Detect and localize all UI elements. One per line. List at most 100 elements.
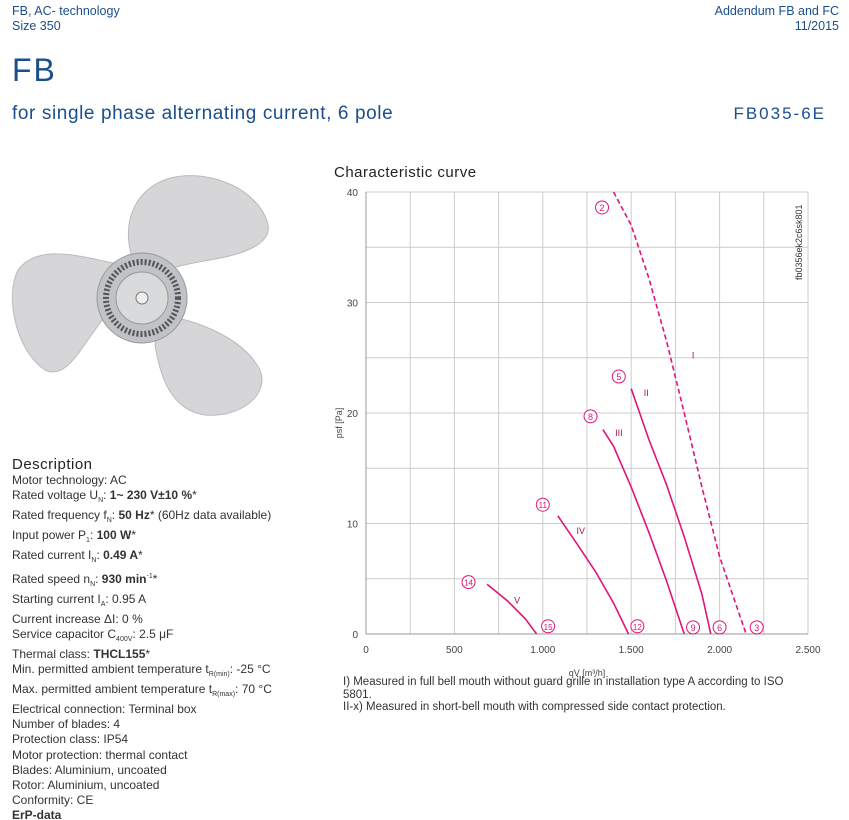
y-tick-label: 10 [347,520,359,531]
description-item: Blades: Aluminium, uncoated [12,763,320,778]
characteristic-curve-chart: 0 500 1.000 1.500 2.000 2.500 0 10 20 30 40 qV [m³/… [334,188,821,678]
y-tick-label: 30 [347,299,359,310]
item-post: * [145,646,151,661]
item-bold: 930 min [101,571,147,586]
y-tick-label: 20 [347,409,359,420]
item-sub: N [98,497,104,505]
item-sub: R(max) [212,691,236,699]
item-sub: N [91,557,97,565]
operating-point-marker [535,497,550,512]
item-sub: A [100,600,106,608]
description-item: Motor technology: AC [12,473,320,488]
x-tick-label: 2.000 [707,645,732,656]
description-item: Starting current IA: 0.95 A [12,592,320,612]
item-pre: Current increase ΔI: 0 % [12,611,143,626]
item-mid: : -25 °C [229,662,271,677]
description-item: Max. permitted ambient temperature tR(ma… [12,682,320,702]
item-mid: : [89,528,97,543]
chart-title: Characteristic curve [334,164,477,181]
operating-point-number: 12 [633,623,642,632]
curve-label: IV [577,526,586,536]
item-pre: Rated voltage U [12,488,99,503]
x-tick-label: 1.500 [619,645,644,656]
description-item: Rated frequency fN: 50 Hz* (60Hz data av… [12,508,320,528]
curve-II [630,388,712,635]
item-bold: 0.49 A [103,548,139,563]
description-item: Rated speed nN: 930 min-1* [12,569,320,592]
operating-point-marker [630,619,645,634]
description-item: ErP-data [12,808,320,820]
item-mid: : 70 °C [235,682,272,697]
item-pre: Rated current I [12,548,92,563]
operating-point-marker [461,575,476,590]
curve-V [486,583,538,635]
item-mid: : [103,488,110,503]
item-bold: ErP-data [12,807,62,820]
description-item: Current increase ΔI: 0 % [12,612,320,627]
operating-point-number: 6 [717,623,722,633]
y-tick-label: 40 [347,188,359,199]
curve-label: II [644,388,649,398]
item-bold: 50 Hz [118,508,150,523]
curve-label: III [615,428,623,438]
description-item: Protection class: IP54 [12,732,320,747]
item-pre: Starting current I [12,591,101,606]
item-pre: Electrical connection: Terminal box [12,702,197,717]
item-pre: Min. permitted ambient temperature t [12,662,209,677]
note-1: I) Measured in full bell mouth without g… [343,676,784,701]
operating-point-marker [595,200,610,215]
curve-label: V [514,596,520,606]
description-item: Thermal class: THCL155* [12,647,320,662]
operating-point-marker [749,620,764,635]
fan-product-image [11,175,269,416]
description-item: Number of blades: 4 [12,717,320,732]
document-date: 11/2015 [794,19,839,33]
description-item: Input power P1: 100 W* [12,528,320,548]
item-mid: : 2.5 μF [132,626,174,641]
operating-point-number: 5 [616,372,621,382]
item-sub: 400V [116,635,133,643]
description-item: Conformity: CE [12,793,320,808]
operating-point-number: 15 [544,623,553,632]
header-right: Addendum FB and FC 11/2015 [715,4,839,34]
operating-point-marker [541,619,556,634]
note-2: II-x) Measured in short-bell mouth with … [343,701,726,713]
operating-point-number: 14 [464,579,473,588]
item-sub: N [106,517,112,525]
item-pre: Motor protection: thermal contact [12,747,188,762]
item-pre: Protection class: IP54 [12,732,129,747]
operating-point-number: 2 [600,203,605,213]
description-item: Min. permitted ambient temperature tR(mi… [12,662,320,682]
description-item: Motor protection: thermal contact [12,748,320,763]
item-sub: N [90,580,96,588]
item-sub: 1 [86,537,90,545]
operating-point-number: 3 [754,623,759,633]
x-tick-label: 500 [446,645,463,656]
page-subtitle: for single phase alternating current, 6 … [12,103,394,124]
operating-point-marker [686,620,701,635]
y-tick-label: 0 [352,630,358,641]
description-item: Rotor: Aluminium, uncoated [12,778,320,793]
item-post: * [131,528,136,543]
item-sup: -1 [146,572,153,580]
item-mid: : [95,571,102,586]
item-pre: Service capacitor C [12,626,117,641]
item-pre: Rated speed n [12,571,91,586]
item-mid: : 0.95 A [105,591,147,606]
operating-point-marker [611,369,626,384]
chart-code: fb0356ek2c6sk801 [794,204,804,280]
operating-point-number: 11 [539,501,548,510]
document-name: Addendum FB and FC [714,4,839,18]
x-axis-label: qV [m³/h] [569,668,606,678]
item-pre: Max. permitted ambient temperature t [12,682,213,697]
item-pre: Rated frequency f [12,508,107,523]
item-pre: Number of blades: 4 [12,717,121,732]
item-post: * [192,488,197,503]
item-post: * (60Hz data available) [149,508,272,523]
item-pre: Conformity: CE [12,792,94,807]
product-series: FB, AC- technology [12,4,120,18]
curve-label: I [692,350,695,360]
page-title: FB [12,52,57,88]
product-size: Size 350 [12,19,61,33]
